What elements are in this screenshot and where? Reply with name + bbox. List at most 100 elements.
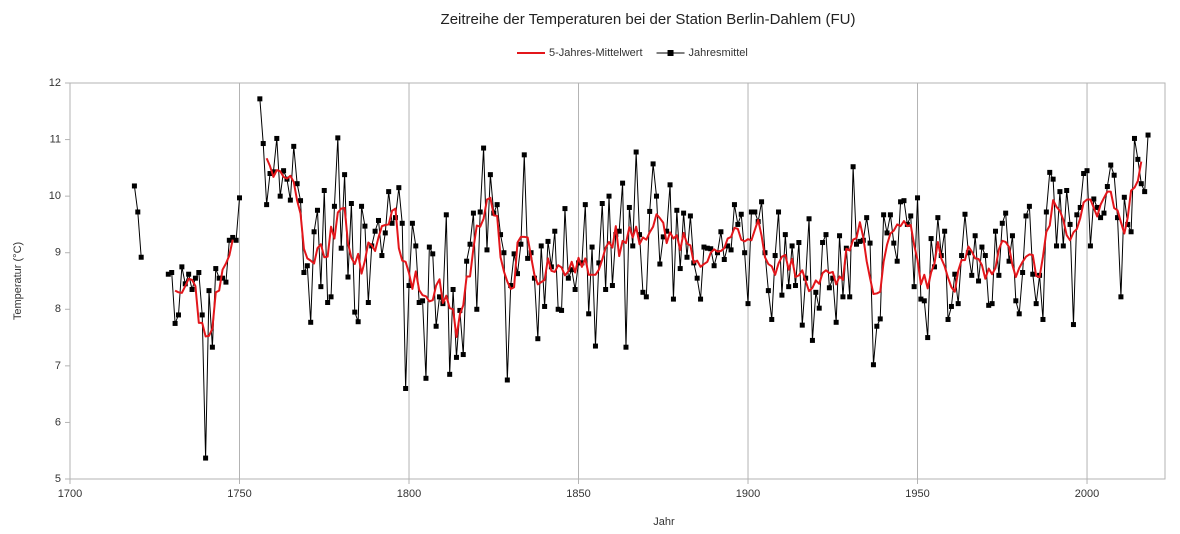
data-point [314, 207, 320, 213]
legend-label: 5-Jahres-Mittelwert [549, 47, 643, 59]
data-point [674, 207, 680, 213]
data-point [745, 301, 751, 307]
data-point [721, 257, 727, 263]
data-point [799, 322, 805, 328]
data-point [1016, 311, 1022, 317]
data-point [514, 271, 520, 277]
data-point [908, 213, 914, 219]
data-point [1064, 187, 1070, 193]
data-point [864, 215, 870, 221]
data-point [443, 212, 449, 218]
y-tick-label: 7 [55, 360, 61, 372]
data-point [413, 243, 419, 249]
data-point [738, 211, 744, 217]
data-point [809, 337, 815, 343]
data-point [616, 228, 622, 234]
x-tick-label: 1950 [905, 488, 929, 500]
data-point [715, 250, 721, 256]
x-tick-label: 1850 [566, 488, 590, 500]
data-point [945, 316, 951, 322]
data-point [382, 230, 388, 236]
data-point [470, 210, 476, 216]
data-point [969, 272, 975, 278]
data-point [1115, 215, 1121, 221]
data-point [511, 251, 517, 257]
x-axis-label: Jahr [653, 516, 675, 528]
data-point [481, 145, 487, 151]
data-point [1043, 209, 1049, 215]
data-point [1070, 322, 1076, 328]
data-point [175, 312, 181, 318]
y-tick-label: 8 [55, 303, 61, 315]
data-point [294, 181, 300, 187]
data-point [260, 141, 266, 147]
data-point [474, 306, 480, 312]
data-point [135, 209, 141, 215]
data-point [847, 294, 853, 300]
data-point [267, 171, 273, 177]
data-point [318, 284, 324, 290]
data-point [277, 193, 283, 199]
data-point [718, 229, 724, 235]
data-point [576, 260, 582, 266]
data-point [1087, 243, 1093, 249]
data-point [552, 228, 558, 234]
data-point [582, 202, 588, 208]
data-point [586, 311, 592, 317]
data-point [667, 182, 673, 188]
data-point [979, 244, 985, 250]
data-point [898, 199, 904, 205]
data-point [915, 195, 921, 201]
data-point [186, 271, 192, 277]
data-point [826, 285, 832, 291]
data-point [925, 335, 931, 341]
data-point [531, 275, 537, 281]
data-point [172, 320, 178, 326]
data-point [189, 286, 195, 292]
data-point [426, 244, 432, 250]
x-tick-label: 1750 [227, 488, 251, 500]
data-point [854, 241, 860, 247]
data-point [650, 161, 656, 167]
series-line [174, 157, 1143, 339]
data-point [199, 312, 205, 318]
data-point [694, 275, 700, 281]
legend-label: Jahresmittel [689, 47, 748, 59]
legend: 5-Jahres-Mittelwert Jahresmittel [517, 47, 748, 59]
data-point [640, 289, 646, 295]
data-point [230, 234, 236, 240]
data-point [389, 220, 395, 226]
data-point [396, 185, 402, 191]
data-point [623, 344, 629, 350]
data-point [420, 298, 426, 304]
data-point [131, 183, 137, 189]
data-point [538, 243, 544, 249]
data-point [545, 238, 551, 244]
data-point [1020, 270, 1026, 276]
data-point [874, 323, 880, 329]
data-point [887, 212, 893, 218]
data-point [881, 212, 887, 218]
data-point [362, 223, 368, 229]
data-point [772, 253, 778, 259]
data-point [664, 228, 670, 234]
data-point [1026, 203, 1032, 209]
data-point [237, 195, 243, 201]
data-point [453, 354, 459, 360]
data-point [298, 198, 304, 204]
data-point [1074, 212, 1080, 218]
data-point [708, 246, 714, 252]
data-point [952, 271, 958, 277]
data-point [359, 203, 365, 209]
data-point [935, 215, 941, 221]
data-point [877, 316, 883, 322]
data-point [965, 250, 971, 256]
data-point [355, 319, 361, 325]
data-point [816, 305, 822, 311]
data-point [484, 247, 490, 253]
data-point [498, 232, 504, 238]
x-tick-label: 1900 [736, 488, 760, 500]
data-point [752, 209, 758, 215]
legend-marker [667, 50, 674, 56]
